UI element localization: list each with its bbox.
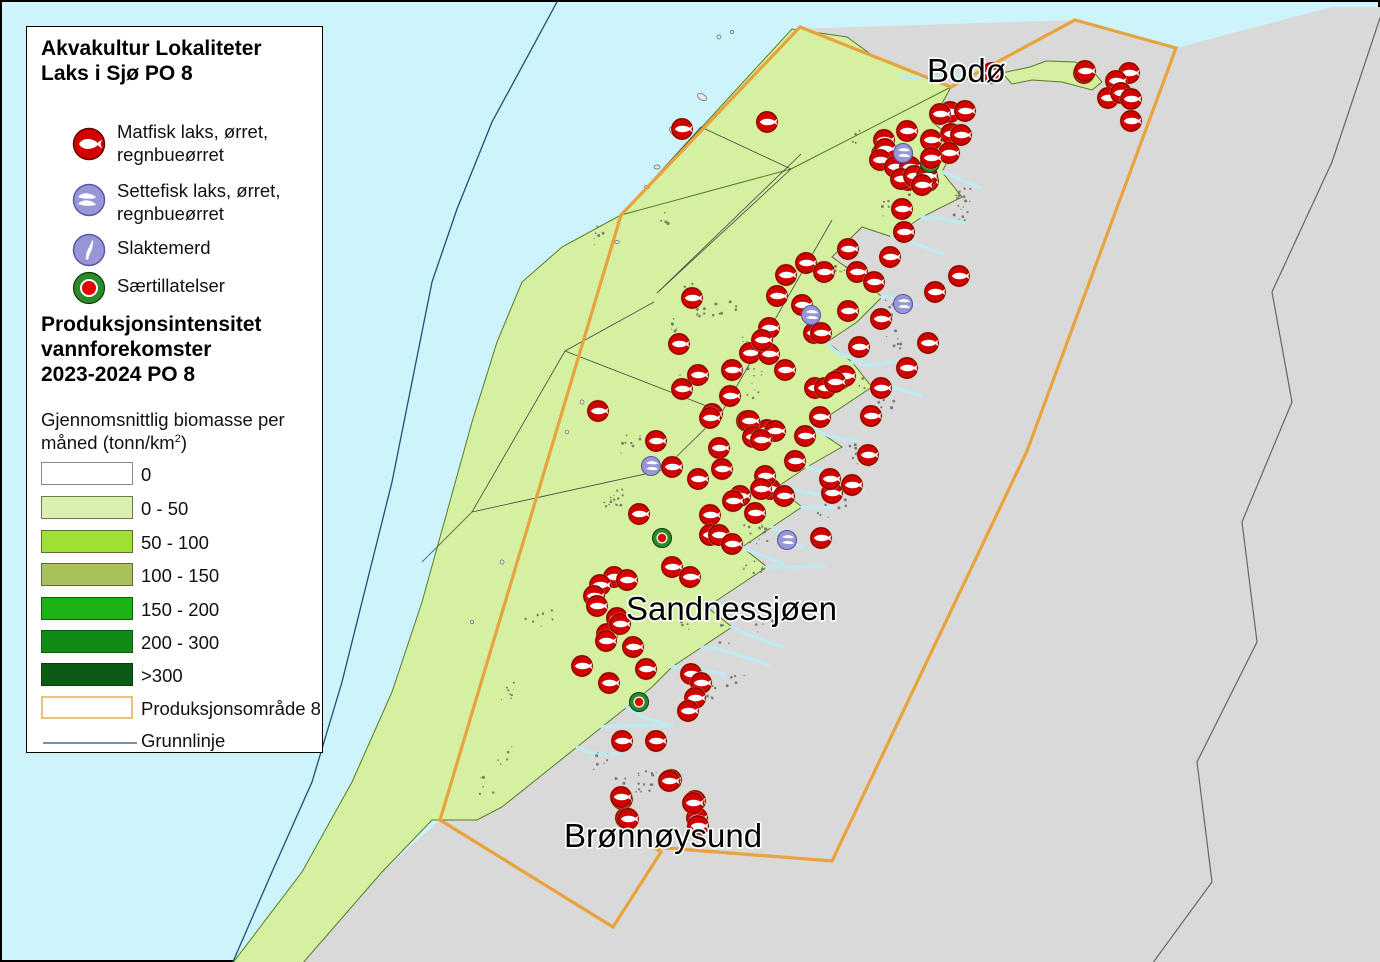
svg-text:Brønnøysund: Brønnøysund	[564, 817, 762, 854]
svg-text:Sandnessjøen: Sandnessjøen	[626, 590, 837, 627]
svg-text:Bodø: Bodø	[927, 52, 1006, 89]
